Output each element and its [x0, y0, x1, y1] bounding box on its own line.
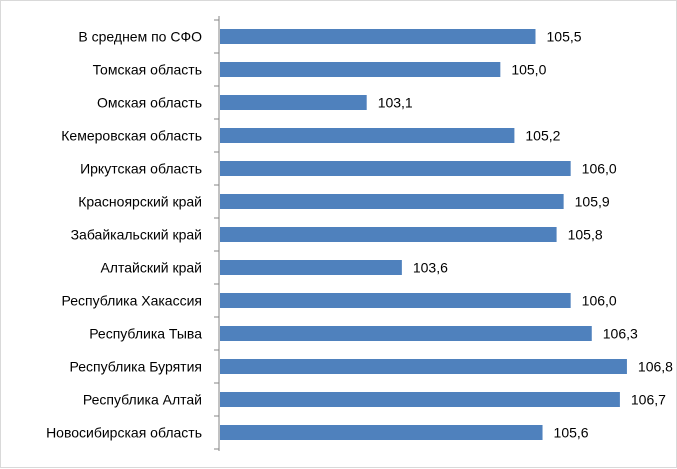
- bar: [220, 359, 627, 374]
- bar: [220, 194, 564, 209]
- category-label: Омская область: [97, 95, 202, 111]
- bar: [220, 29, 536, 44]
- category-label: Новосибирская область: [46, 425, 202, 441]
- data-label: 106,3: [603, 326, 638, 342]
- category-label: В среднем по СФО: [78, 29, 202, 45]
- bar: [220, 260, 402, 275]
- category-label: Иркутская область: [80, 161, 202, 177]
- bar: [220, 425, 543, 440]
- category-label: Республика Хакассия: [62, 293, 202, 309]
- data-label: 106,0: [582, 161, 617, 177]
- bar: [220, 293, 571, 308]
- category-label: Республика Тыва: [89, 326, 202, 342]
- category-label: Кемеровская область: [61, 128, 202, 144]
- bar: [220, 392, 620, 407]
- data-label: 106,8: [638, 359, 673, 375]
- category-label: Республика Бурятия: [70, 359, 202, 375]
- category-label: Забайкальский край: [71, 227, 202, 243]
- data-label: 106,0: [582, 293, 617, 309]
- bar: [220, 227, 557, 242]
- category-label: Алтайский край: [100, 260, 202, 276]
- data-label: 105,9: [575, 194, 610, 210]
- bar: [220, 128, 515, 143]
- category-label: Красноярский край: [78, 194, 202, 210]
- data-label: 105,5: [547, 29, 582, 45]
- bar: [220, 326, 592, 341]
- bar: [220, 161, 571, 176]
- data-label: 105,8: [568, 227, 603, 243]
- category-label: Томская область: [93, 62, 202, 78]
- data-label: 106,7: [631, 392, 666, 408]
- data-label: 103,1: [378, 95, 413, 111]
- data-label: 103,6: [413, 260, 448, 276]
- bar: [220, 95, 367, 110]
- data-label: 105,0: [511, 62, 546, 78]
- bar: [220, 62, 501, 77]
- data-label: 105,6: [554, 425, 589, 441]
- category-label: Республика Алтай: [83, 392, 202, 408]
- data-label: 105,2: [525, 128, 560, 144]
